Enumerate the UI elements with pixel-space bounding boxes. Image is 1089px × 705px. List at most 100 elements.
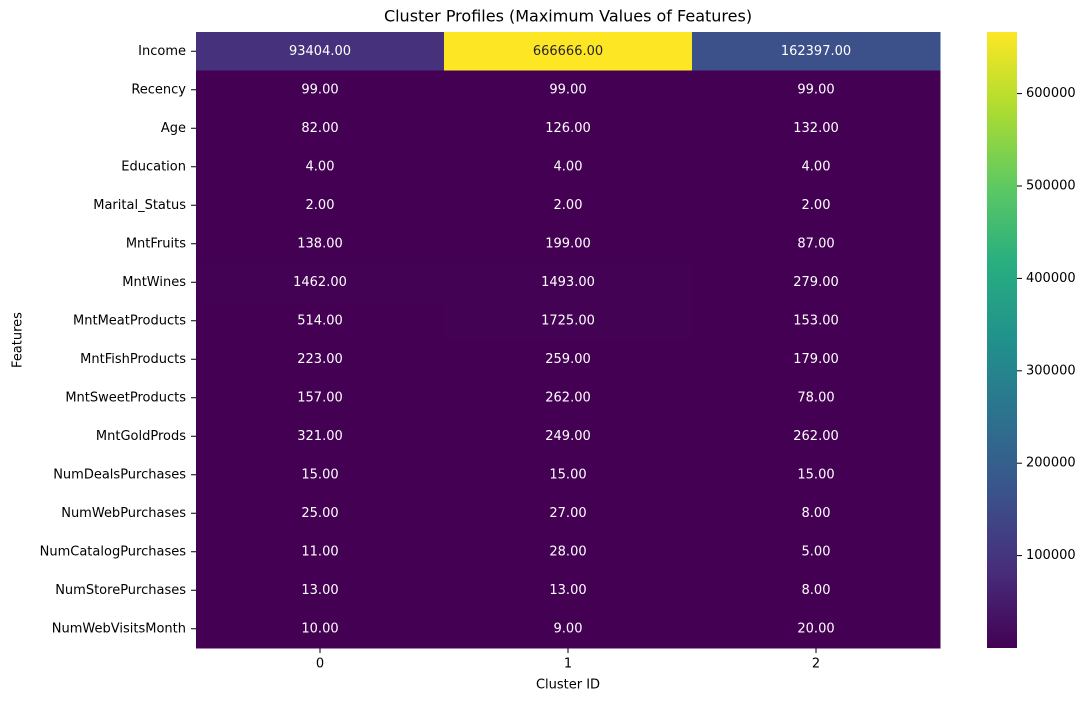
cell-label: 2.00 [802, 198, 831, 213]
y-tick-label: NumDealsPurchases [53, 467, 186, 482]
heatmap-cell [196, 417, 445, 456]
cell-label: 223.00 [297, 352, 343, 367]
heatmap-cell [692, 378, 941, 418]
cell-label: 99.00 [797, 82, 834, 97]
cell-label: 4.00 [306, 159, 335, 174]
cell-label: 179.00 [793, 352, 839, 367]
colorbar-tick-label: 100000 [1026, 548, 1076, 563]
cell-label: 15.00 [797, 467, 834, 482]
y-tick-label: Education [121, 159, 186, 174]
x-tick-label: 2 [812, 657, 820, 672]
heatmap-cell [444, 571, 693, 610]
heatmap-cell [444, 109, 693, 148]
cell-label: 5.00 [802, 544, 831, 559]
heatmap-cell [196, 378, 445, 418]
heatmap-cell [444, 263, 693, 302]
cell-label: 27.00 [549, 506, 586, 521]
y-tick-label: NumStorePurchases [55, 583, 186, 598]
heatmap-cell [692, 109, 941, 148]
heatmap-cell [692, 147, 941, 187]
cell-label: 87.00 [797, 236, 834, 251]
heatmap-cell [196, 494, 445, 533]
cell-label: 279.00 [793, 275, 839, 290]
heatmap-cell [196, 224, 445, 264]
cell-label: 132.00 [793, 121, 839, 136]
y-tick-label: Marital_Status [93, 198, 186, 213]
cell-label: 1725.00 [541, 313, 595, 328]
cell-label: 2.00 [554, 198, 583, 213]
x-axis-label: Cluster ID [536, 678, 600, 693]
heatmap-cell [692, 301, 941, 341]
heatmap-cell [196, 455, 445, 495]
heatmap-cell [196, 301, 445, 341]
heatmap-cell [196, 186, 445, 225]
cell-label: 11.00 [301, 544, 338, 559]
heatmap-cell [444, 224, 693, 264]
cell-label: 78.00 [797, 390, 834, 405]
heatmap-cell [692, 186, 941, 225]
heatmap-cell [444, 70, 693, 110]
cell-label: 162397.00 [781, 44, 851, 59]
heatmap-cell [692, 417, 941, 456]
heatmap-cell [196, 609, 445, 649]
cell-label: 666666.00 [533, 44, 603, 59]
y-tick-label: Income [138, 44, 186, 59]
heatmap-cell [196, 32, 445, 71]
cell-label: 28.00 [549, 544, 586, 559]
heatmap-cell [444, 340, 693, 379]
heatmap-cell [444, 32, 693, 71]
x-tick-label: 0 [316, 657, 324, 672]
cell-label: 262.00 [793, 429, 839, 444]
y-tick-label: MntMeatProducts [73, 313, 186, 328]
cell-label: 157.00 [297, 390, 343, 405]
heatmap-cell [692, 70, 941, 110]
heatmap-cell [444, 147, 693, 187]
heatmap-cell [196, 532, 445, 572]
cell-label: 13.00 [549, 583, 586, 598]
cell-label: 2.00 [306, 198, 335, 213]
heatmap-cell [196, 147, 445, 187]
cell-label: 4.00 [802, 159, 831, 174]
heatmap-cell [444, 378, 693, 418]
colorbar [987, 32, 1017, 648]
heatmap-cell [692, 609, 941, 649]
cell-label: 8.00 [802, 583, 831, 598]
cell-label: 25.00 [301, 506, 338, 521]
heatmap-cell [692, 455, 941, 495]
y-tick-label: NumWebPurchases [61, 506, 186, 521]
y-tick-label: MntWines [122, 275, 186, 290]
x-tick-label: 1 [564, 657, 572, 672]
colorbar-tick-label: 300000 [1026, 363, 1076, 378]
colorbar-tick-label: 400000 [1026, 271, 1076, 286]
heatmap-cell [196, 263, 445, 302]
heatmap-cell [692, 340, 941, 379]
heatmap-cell [692, 532, 941, 572]
y-tick-label: Age [161, 121, 186, 136]
cell-label: 15.00 [549, 467, 586, 482]
cell-label: 1462.00 [293, 275, 347, 290]
heatmap-cell [444, 609, 693, 649]
cell-label: 249.00 [545, 429, 591, 444]
cell-label: 13.00 [301, 583, 338, 598]
heatmap-cell [444, 494, 693, 533]
heatmap-cell [444, 301, 693, 341]
heatmap-cell [196, 571, 445, 610]
cell-label: 99.00 [301, 82, 338, 97]
colorbar-tick-label: 600000 [1026, 86, 1076, 101]
y-tick-label: NumWebVisitsMonth [52, 621, 186, 636]
heatmap-cell [692, 571, 941, 610]
cell-label: 126.00 [545, 121, 591, 136]
cell-label: 20.00 [797, 621, 834, 636]
heatmap-cell [196, 340, 445, 379]
heatmap-cell [196, 70, 445, 110]
cell-label: 1493.00 [541, 275, 595, 290]
cell-label: 262.00 [545, 390, 591, 405]
cell-label: 9.00 [554, 621, 583, 636]
y-axis-label: Features [11, 312, 26, 368]
heatmap-cell [692, 224, 941, 264]
cell-label: 153.00 [793, 313, 839, 328]
heatmap-cell [692, 263, 941, 302]
y-tick-label: NumCatalogPurchases [40, 544, 187, 559]
